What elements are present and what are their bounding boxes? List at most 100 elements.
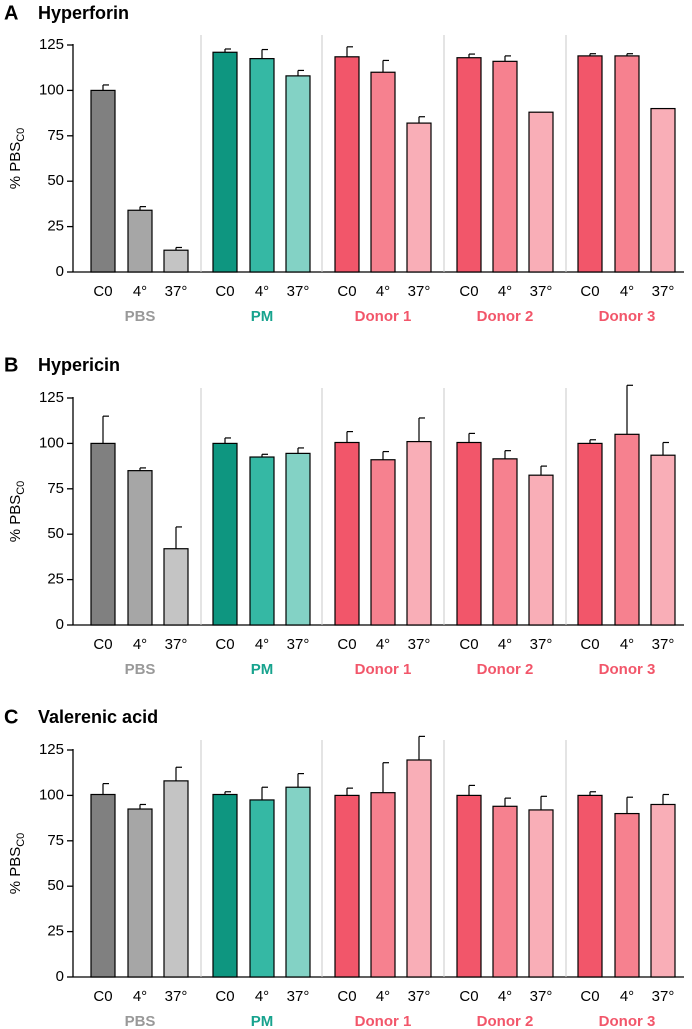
bar-donor-3-37c: [650, 454, 676, 626]
bar-donor-2-37c: [528, 111, 554, 273]
bar-donor-2-4c: [492, 60, 518, 273]
bar-donor-2-c0: [456, 441, 482, 626]
category-label-donor-1-37c: 37°: [408, 283, 431, 300]
category-label-donor-1-4c: 4°: [376, 283, 390, 300]
group-label-donor-1: Donor 1: [355, 1013, 412, 1029]
category-label-pbs-4c: 4°: [133, 636, 147, 653]
category-label-donor-3-37c: 37°: [652, 636, 675, 653]
y-tick-label-75: 75: [47, 127, 64, 144]
y-tick-label-25: 25: [47, 571, 64, 588]
bar-pm-c0: [212, 442, 238, 626]
category-label-pm-37c: 37°: [287, 636, 310, 653]
category-label-pm-c0: C0: [215, 988, 234, 1005]
group-label-donor-2: Donor 2: [477, 661, 534, 678]
bar-pm-37c: [285, 75, 311, 273]
y-axis-label-subscript: C0: [15, 128, 27, 142]
bar-donor-3-4c: [614, 812, 640, 978]
y-tick-label-125: 125: [39, 741, 64, 758]
group-label-pbs: PBS: [125, 308, 156, 325]
category-label-pm-c0: C0: [215, 636, 234, 653]
category-label-pbs-37c: 37°: [165, 636, 188, 653]
category-label-pbs-c0: C0: [93, 636, 112, 653]
category-label-pm-4c: 4°: [255, 988, 269, 1005]
category-label-donor-1-4c: 4°: [376, 636, 390, 653]
y-tick-label-75: 75: [47, 480, 64, 497]
bar-donor-2-37c: [528, 474, 554, 626]
y-axis-label-a: % PBSC0: [7, 128, 27, 190]
panel-letter-c: C: [4, 706, 18, 728]
bar-donor-1-4c: [370, 792, 396, 978]
bar-donor-2-4c: [492, 805, 518, 978]
bar-donor-3-c0: [577, 794, 603, 978]
y-tick-label-50: 50: [47, 525, 64, 542]
bar-donor-3-4c: [614, 55, 640, 273]
bar-donor-1-c0: [334, 441, 360, 626]
group-label-pbs: PBS: [125, 661, 156, 678]
y-tick-label-75: 75: [47, 832, 64, 849]
bar-pm-4c: [249, 799, 275, 978]
y-axis-label-main: % PBS: [7, 847, 24, 895]
category-label-pbs-c0: C0: [93, 988, 112, 1005]
panel-title-c: Valerenic acid: [38, 707, 158, 727]
category-label-pm-37c: 37°: [287, 988, 310, 1005]
bar-pm-4c: [249, 58, 275, 273]
category-label-pm-c0: C0: [215, 283, 234, 300]
category-label-donor-1-c0: C0: [337, 636, 356, 653]
category-label-donor-1-c0: C0: [337, 988, 356, 1005]
y-tick-label-100: 100: [39, 786, 64, 803]
y-tick-label-125: 125: [39, 36, 64, 53]
bar-pbs-4c: [127, 808, 153, 978]
category-label-pm-37c: 37°: [287, 283, 310, 300]
category-label-donor-2-37c: 37°: [530, 283, 553, 300]
bar-pbs-37c: [163, 780, 189, 978]
group-label-pbs: PBS: [125, 1013, 156, 1029]
bar-donor-1-37c: [406, 122, 432, 273]
y-tick-label-50: 50: [47, 877, 64, 894]
category-label-donor-1-c0: C0: [337, 283, 356, 300]
y-tick-label-25: 25: [47, 923, 64, 940]
panel-title-a: Hyperforin: [38, 3, 129, 23]
bar-pm-37c: [285, 786, 311, 978]
category-label-pbs-37c: 37°: [165, 988, 188, 1005]
bar-donor-3-c0: [577, 442, 603, 626]
bar-pbs-37c: [163, 249, 189, 273]
panel-title-b: Hypericin: [38, 355, 120, 375]
category-label-donor-3-c0: C0: [580, 988, 599, 1005]
category-label-donor-2-c0: C0: [459, 283, 478, 300]
y-axis-label-c: % PBSC0: [7, 833, 27, 895]
group-label-donor-1: Donor 1: [355, 661, 412, 678]
bar-donor-1-4c: [370, 71, 396, 273]
group-label-donor-2: Donor 2: [477, 1013, 534, 1029]
bar-pm-c0: [212, 51, 238, 273]
panel-letter-a: A: [4, 2, 18, 24]
bar-donor-1-4c: [370, 459, 396, 626]
category-label-donor-2-37c: 37°: [530, 636, 553, 653]
bar-pbs-4c: [127, 209, 153, 273]
bar-pbs-c0: [90, 442, 116, 626]
bar-donor-1-c0: [334, 794, 360, 978]
bar-pm-c0: [212, 793, 238, 978]
group-label-donor-3: Donor 3: [599, 308, 656, 325]
category-label-donor-3-c0: C0: [580, 283, 599, 300]
category-label-donor-1-37c: 37°: [408, 636, 431, 653]
category-label-donor-3-37c: 37°: [652, 283, 675, 300]
y-axis-label-subscript: C0: [15, 481, 27, 495]
category-label-donor-2-4c: 4°: [498, 636, 512, 653]
y-tick-label-0: 0: [56, 968, 64, 985]
y-tick-label-125: 125: [39, 389, 64, 406]
category-label-pbs-37c: 37°: [165, 283, 188, 300]
y-axis-label-main: % PBS: [7, 495, 24, 543]
bar-donor-3-37c: [650, 803, 676, 978]
bar-donor-1-c0: [334, 56, 360, 273]
bar-donor-3-c0: [577, 55, 603, 273]
group-label-donor-3: Donor 3: [599, 1013, 656, 1029]
y-axis-label-b: % PBSC0: [7, 481, 27, 543]
bar-donor-3-37c: [650, 107, 676, 273]
y-tick-label-25: 25: [47, 218, 64, 235]
category-label-pbs-4c: 4°: [133, 283, 147, 300]
bar-pbs-c0: [90, 89, 116, 273]
category-label-donor-3-37c: 37°: [652, 988, 675, 1005]
bar-donor-2-c0: [456, 57, 482, 273]
category-label-donor-2-4c: 4°: [498, 988, 512, 1005]
